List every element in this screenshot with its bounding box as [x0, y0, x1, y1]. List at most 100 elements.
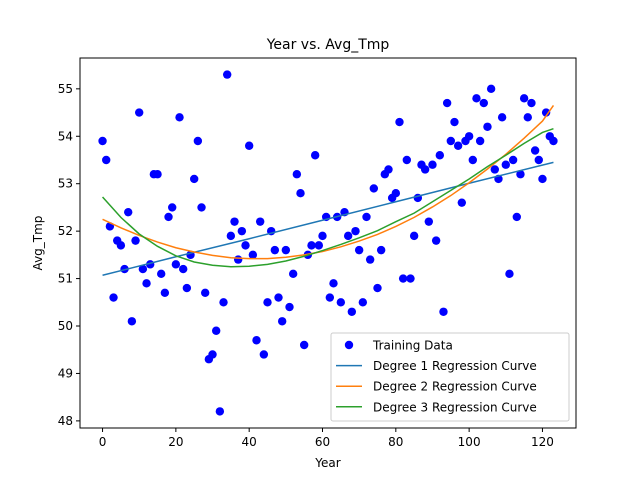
data-point [281, 245, 291, 255]
data-point [248, 250, 258, 260]
data-point [244, 141, 254, 150]
y-tick-label: 52 [58, 224, 73, 238]
data-point [175, 113, 184, 122]
legend-label: Degree 2 Regression Curve [373, 380, 537, 394]
data-point [519, 94, 529, 103]
data-point [135, 108, 144, 117]
x-tick-label: 60 [315, 435, 330, 449]
data-point [464, 132, 474, 141]
data-point [179, 264, 188, 274]
axis-ticks: 0 20 40 60 80 100 120 48 49 50 51 52 53 54 55 [58, 82, 554, 449]
x-tick-label: 80 [388, 435, 403, 449]
legend: Training Data Degree 1 Regression Curve De… [330, 332, 570, 422]
data-point [351, 226, 360, 236]
data-point [505, 269, 514, 279]
data-point [325, 293, 335, 302]
data-point [226, 231, 236, 241]
data-point [457, 198, 467, 207]
data-point [310, 151, 320, 160]
data-point [171, 260, 181, 269]
data-point [277, 317, 287, 326]
data-point [472, 94, 481, 103]
data-point [164, 212, 173, 222]
axes-frame [79, 57, 577, 429]
data-point [127, 317, 137, 326]
x-tick-label: 120 [531, 435, 554, 449]
y-tick-label: 48 [58, 414, 73, 428]
x-tick-label: 100 [458, 435, 481, 449]
data-point [292, 170, 302, 179]
data-point [157, 269, 166, 279]
data-point [142, 279, 151, 288]
data-point [420, 165, 430, 174]
y-tick-label: 55 [58, 82, 73, 96]
data-point [102, 155, 111, 165]
regression-curve-degree-3 [101, 127, 554, 268]
y-tick-label: 53 [58, 177, 73, 191]
data-point [424, 217, 434, 226]
x-tick-label: 20 [168, 435, 183, 449]
data-point [116, 241, 126, 250]
data-point [296, 188, 305, 198]
data-point [402, 155, 412, 165]
x-tick-label: 40 [242, 435, 257, 449]
data-point [549, 136, 558, 146]
legend-label: Degree 1 Regression Curve [373, 359, 537, 373]
data-point [384, 165, 393, 174]
data-point [160, 288, 170, 298]
data-point [153, 170, 162, 179]
data-point [516, 170, 525, 179]
data-point [343, 231, 353, 241]
data-point [369, 184, 379, 193]
data-point [373, 283, 382, 293]
plot-area [98, 70, 558, 416]
data-point [376, 245, 386, 255]
legend-marker-training-data [344, 340, 354, 350]
data-point [168, 203, 177, 212]
data-point [215, 407, 225, 416]
data-point [406, 274, 415, 283]
data-point [468, 155, 477, 165]
data-point [501, 160, 510, 169]
y-tick-label: 51 [58, 272, 73, 286]
legend-label: Degree 3 Regression Curve [373, 400, 537, 414]
data-point [252, 336, 261, 345]
data-point [259, 350, 269, 359]
data-point [336, 298, 346, 307]
y-axis-label: Avg_Tmp [31, 216, 45, 271]
data-point [274, 293, 283, 302]
legend-box [330, 332, 570, 422]
x-tick-label: 0 [99, 435, 107, 449]
data-point [508, 155, 518, 165]
data-point [523, 113, 532, 122]
data-point [395, 117, 404, 127]
data-point [189, 174, 199, 184]
data-point [285, 302, 294, 312]
data-point [431, 236, 441, 245]
data-point [230, 217, 239, 226]
data-point [530, 146, 540, 155]
data-point [329, 279, 338, 288]
data-point [398, 274, 408, 283]
data-point [483, 122, 492, 131]
data-point [365, 255, 375, 264]
chart-title: Year vs. Avg_Tmp [266, 37, 390, 53]
data-point [435, 151, 445, 160]
data-point [98, 136, 107, 146]
data-point [211, 326, 221, 335]
data-point [486, 84, 496, 94]
legend-label: Training Data [372, 339, 453, 353]
data-point [109, 293, 118, 302]
data-point [453, 141, 463, 150]
data-point [208, 350, 217, 359]
y-tick-label: 49 [58, 366, 73, 380]
data-point [450, 117, 459, 127]
y-tick-label: 54 [58, 129, 73, 143]
data-point [197, 203, 206, 212]
data-point [446, 136, 456, 146]
data-point [200, 288, 210, 298]
data-point [270, 245, 280, 255]
data-point [428, 160, 437, 169]
